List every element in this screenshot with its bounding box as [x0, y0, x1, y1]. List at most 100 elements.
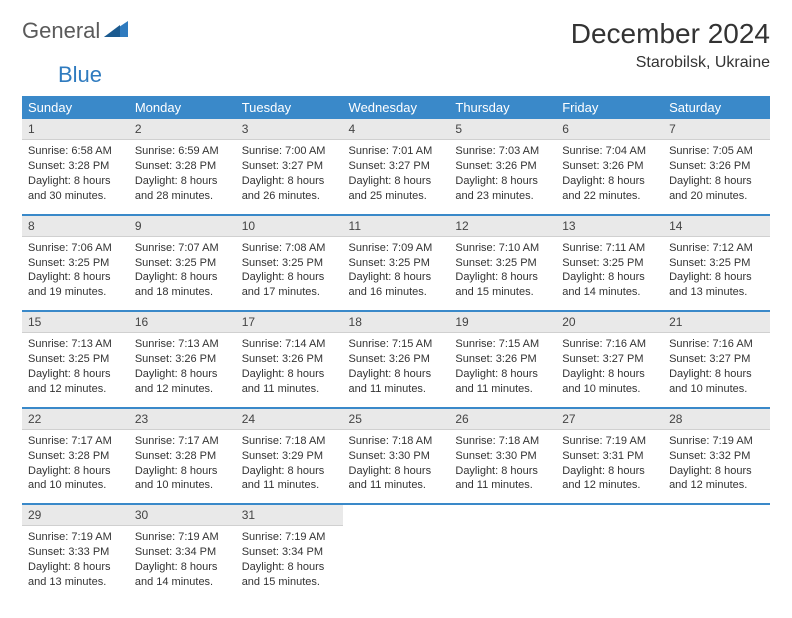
day-number: 3 — [236, 119, 343, 140]
sunset-line: Sunset: 3:28 PM — [28, 159, 123, 174]
daylight-line: Daylight: 8 hours and 22 minutes. — [562, 174, 657, 204]
day-number: 11 — [343, 216, 450, 237]
calendar-day-cell: 1Sunrise: 6:58 AMSunset: 3:28 PMDaylight… — [22, 119, 129, 215]
sunset-line: Sunset: 3:27 PM — [349, 159, 444, 174]
calendar-day-cell: 10Sunrise: 7:08 AMSunset: 3:25 PMDayligh… — [236, 215, 343, 312]
calendar-day-cell: 8Sunrise: 7:06 AMSunset: 3:25 PMDaylight… — [22, 215, 129, 312]
sunrise-line: Sunrise: 7:19 AM — [242, 530, 337, 545]
sunset-line: Sunset: 3:31 PM — [562, 449, 657, 464]
day-body: Sunrise: 7:10 AMSunset: 3:25 PMDaylight:… — [449, 237, 556, 310]
logo-triangle-icon — [104, 19, 130, 44]
col-thursday: Thursday — [449, 96, 556, 119]
daylight-line: Daylight: 8 hours and 12 minutes. — [135, 367, 230, 397]
day-number: 20 — [556, 312, 663, 333]
calendar-day-cell — [663, 504, 770, 600]
day-body: Sunrise: 7:19 AMSunset: 3:31 PMDaylight:… — [556, 430, 663, 503]
calendar-day-cell: 26Sunrise: 7:18 AMSunset: 3:30 PMDayligh… — [449, 408, 556, 505]
col-friday: Friday — [556, 96, 663, 119]
sunrise-line: Sunrise: 7:01 AM — [349, 144, 444, 159]
page-title: December 2024 — [571, 18, 770, 50]
logo-text-blue: Blue — [58, 62, 102, 87]
daylight-line: Daylight: 8 hours and 11 minutes. — [455, 367, 550, 397]
calendar-day-cell: 30Sunrise: 7:19 AMSunset: 3:34 PMDayligh… — [129, 504, 236, 600]
calendar-day-cell — [343, 504, 450, 600]
daylight-line: Daylight: 8 hours and 14 minutes. — [135, 560, 230, 590]
day-body: Sunrise: 7:00 AMSunset: 3:27 PMDaylight:… — [236, 140, 343, 213]
day-body: Sunrise: 7:16 AMSunset: 3:27 PMDaylight:… — [556, 333, 663, 406]
day-number: 30 — [129, 505, 236, 526]
daylight-line: Daylight: 8 hours and 10 minutes. — [562, 367, 657, 397]
day-body: Sunrise: 7:15 AMSunset: 3:26 PMDaylight:… — [343, 333, 450, 406]
sunrise-line: Sunrise: 7:17 AM — [135, 434, 230, 449]
calendar-day-cell: 22Sunrise: 7:17 AMSunset: 3:28 PMDayligh… — [22, 408, 129, 505]
daylight-line: Daylight: 8 hours and 10 minutes. — [669, 367, 764, 397]
sunrise-line: Sunrise: 7:09 AM — [349, 241, 444, 256]
sunset-line: Sunset: 3:26 PM — [455, 159, 550, 174]
daylight-line: Daylight: 8 hours and 30 minutes. — [28, 174, 123, 204]
daylight-line: Daylight: 8 hours and 13 minutes. — [669, 270, 764, 300]
day-body: Sunrise: 7:16 AMSunset: 3:27 PMDaylight:… — [663, 333, 770, 406]
day-body: Sunrise: 7:13 AMSunset: 3:26 PMDaylight:… — [129, 333, 236, 406]
day-body: Sunrise: 7:18 AMSunset: 3:30 PMDaylight:… — [343, 430, 450, 503]
calendar-day-cell: 12Sunrise: 7:10 AMSunset: 3:25 PMDayligh… — [449, 215, 556, 312]
day-body: Sunrise: 7:19 AMSunset: 3:33 PMDaylight:… — [22, 526, 129, 599]
daylight-line: Daylight: 8 hours and 25 minutes. — [349, 174, 444, 204]
sunset-line: Sunset: 3:25 PM — [135, 256, 230, 271]
sunset-line: Sunset: 3:25 PM — [242, 256, 337, 271]
day-body: Sunrise: 7:19 AMSunset: 3:32 PMDaylight:… — [663, 430, 770, 503]
calendar-day-cell: 28Sunrise: 7:19 AMSunset: 3:32 PMDayligh… — [663, 408, 770, 505]
calendar-table: Sunday Monday Tuesday Wednesday Thursday… — [22, 96, 770, 600]
sunrise-line: Sunrise: 7:04 AM — [562, 144, 657, 159]
day-number: 8 — [22, 216, 129, 237]
day-number: 29 — [22, 505, 129, 526]
day-number: 7 — [663, 119, 770, 140]
daylight-line: Daylight: 8 hours and 26 minutes. — [242, 174, 337, 204]
sunrise-line: Sunrise: 7:07 AM — [135, 241, 230, 256]
day-body: Sunrise: 7:04 AMSunset: 3:26 PMDaylight:… — [556, 140, 663, 213]
sunrise-line: Sunrise: 7:17 AM — [28, 434, 123, 449]
sunset-line: Sunset: 3:25 PM — [562, 256, 657, 271]
day-number: 14 — [663, 216, 770, 237]
day-number: 1 — [22, 119, 129, 140]
day-number: 22 — [22, 409, 129, 430]
calendar-week-row: 29Sunrise: 7:19 AMSunset: 3:33 PMDayligh… — [22, 504, 770, 600]
daylight-line: Daylight: 8 hours and 13 minutes. — [28, 560, 123, 590]
day-number: 16 — [129, 312, 236, 333]
logo-text-general: General — [22, 18, 100, 44]
day-body: Sunrise: 7:17 AMSunset: 3:28 PMDaylight:… — [129, 430, 236, 503]
day-number: 28 — [663, 409, 770, 430]
sunrise-line: Sunrise: 7:05 AM — [669, 144, 764, 159]
daylight-line: Daylight: 8 hours and 11 minutes. — [349, 464, 444, 494]
calendar-day-cell: 27Sunrise: 7:19 AMSunset: 3:31 PMDayligh… — [556, 408, 663, 505]
sunrise-line: Sunrise: 7:18 AM — [349, 434, 444, 449]
sunset-line: Sunset: 3:30 PM — [455, 449, 550, 464]
day-number: 27 — [556, 409, 663, 430]
calendar-day-cell: 5Sunrise: 7:03 AMSunset: 3:26 PMDaylight… — [449, 119, 556, 215]
col-wednesday: Wednesday — [343, 96, 450, 119]
calendar-day-cell: 2Sunrise: 6:59 AMSunset: 3:28 PMDaylight… — [129, 119, 236, 215]
day-body: Sunrise: 7:17 AMSunset: 3:28 PMDaylight:… — [22, 430, 129, 503]
sunset-line: Sunset: 3:28 PM — [135, 159, 230, 174]
col-saturday: Saturday — [663, 96, 770, 119]
day-number: 26 — [449, 409, 556, 430]
sunrise-line: Sunrise: 7:18 AM — [455, 434, 550, 449]
calendar-day-cell: 7Sunrise: 7:05 AMSunset: 3:26 PMDaylight… — [663, 119, 770, 215]
sunset-line: Sunset: 3:25 PM — [669, 256, 764, 271]
calendar-day-cell: 31Sunrise: 7:19 AMSunset: 3:34 PMDayligh… — [236, 504, 343, 600]
logo: General — [22, 18, 132, 44]
calendar-day-cell: 24Sunrise: 7:18 AMSunset: 3:29 PMDayligh… — [236, 408, 343, 505]
sunset-line: Sunset: 3:34 PM — [242, 545, 337, 560]
day-number: 24 — [236, 409, 343, 430]
sunset-line: Sunset: 3:26 PM — [135, 352, 230, 367]
daylight-line: Daylight: 8 hours and 14 minutes. — [562, 270, 657, 300]
day-body: Sunrise: 7:14 AMSunset: 3:26 PMDaylight:… — [236, 333, 343, 406]
location-subtitle: Starobilsk, Ukraine — [571, 54, 770, 72]
sunrise-line: Sunrise: 7:06 AM — [28, 241, 123, 256]
day-number: 9 — [129, 216, 236, 237]
sunrise-line: Sunrise: 7:16 AM — [562, 337, 657, 352]
day-number: 17 — [236, 312, 343, 333]
calendar-day-cell: 25Sunrise: 7:18 AMSunset: 3:30 PMDayligh… — [343, 408, 450, 505]
day-number: 21 — [663, 312, 770, 333]
calendar-week-row: 8Sunrise: 7:06 AMSunset: 3:25 PMDaylight… — [22, 215, 770, 312]
sunset-line: Sunset: 3:29 PM — [242, 449, 337, 464]
